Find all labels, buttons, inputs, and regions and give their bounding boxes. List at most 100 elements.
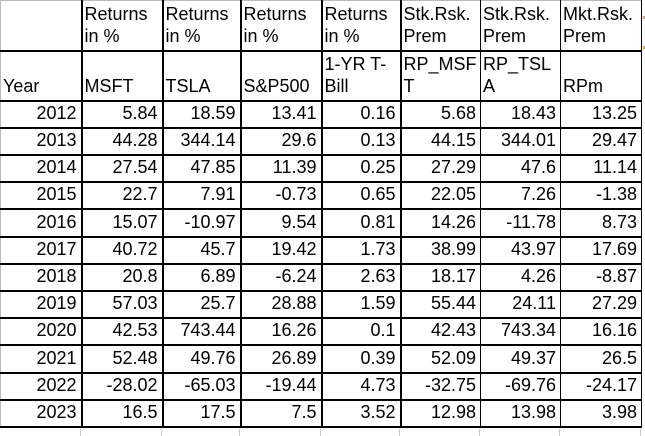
value-cell[interactable]: 344.14: [161, 126, 242, 156]
group-header-cell-6[interactable]: Stk.Rsk.Prem: [480, 0, 561, 52]
value-cell[interactable]: 0.81: [320, 208, 402, 238]
value-cell[interactable]: -11.78: [480, 208, 561, 238]
value-cell[interactable]: 17.69: [560, 235, 642, 265]
value-cell[interactable]: -65.03: [161, 371, 242, 401]
value-cell[interactable]: 17.5: [161, 398, 242, 429]
column-header-cell-3[interactable]: S&P500: [239, 49, 323, 102]
column-header-cell-6[interactable]: RP_TSLA: [480, 49, 561, 102]
value-cell[interactable]: -69.76: [480, 371, 561, 401]
value-cell[interactable]: 57.03: [80, 289, 164, 320]
year-cell[interactable]: 2019: [0, 289, 83, 320]
group-header-cell-3[interactable]: Returns in %: [239, 0, 323, 52]
value-cell[interactable]: 44.15: [400, 126, 481, 156]
value-cell[interactable]: 15.07: [80, 208, 164, 238]
year-cell[interactable]: 2015: [0, 181, 83, 211]
value-cell[interactable]: 27.29: [560, 289, 642, 320]
value-cell[interactable]: 13.98: [480, 398, 561, 429]
value-cell[interactable]: 27.54: [80, 153, 164, 184]
value-cell[interactable]: 52.09: [400, 344, 481, 374]
year-cell[interactable]: 2020: [0, 317, 83, 347]
group-header-cell-0[interactable]: [0, 0, 83, 52]
value-cell[interactable]: 0.16: [320, 99, 402, 129]
value-cell[interactable]: 743.44: [161, 317, 242, 347]
value-cell[interactable]: 12.98: [400, 398, 481, 429]
value-cell[interactable]: 0.13: [320, 126, 402, 156]
year-cell[interactable]: 2012: [0, 99, 83, 129]
column-header-cell-0[interactable]: Year: [0, 49, 83, 102]
column-header-cell-5[interactable]: RP_MSFT: [400, 49, 481, 102]
value-cell[interactable]: 20.8: [80, 262, 164, 292]
value-cell[interactable]: 29.6: [239, 126, 323, 156]
value-cell[interactable]: 3.52: [320, 398, 402, 429]
value-cell[interactable]: -0.73: [239, 181, 323, 211]
value-cell[interactable]: 49.37: [480, 344, 561, 374]
value-cell[interactable]: 11.39: [239, 153, 323, 184]
value-cell[interactable]: 16.16: [560, 317, 642, 347]
value-cell[interactable]: 47.6: [480, 153, 561, 184]
value-cell[interactable]: 38.99: [400, 235, 481, 265]
value-cell[interactable]: 2.63: [320, 262, 402, 292]
value-cell[interactable]: 55.44: [400, 289, 481, 320]
value-cell[interactable]: -1.38: [560, 181, 642, 211]
value-cell[interactable]: 7.26: [480, 181, 561, 211]
value-cell[interactable]: 13.25: [560, 99, 642, 129]
value-cell[interactable]: 29.47: [560, 126, 642, 156]
year-cell[interactable]: 2017: [0, 235, 83, 265]
value-cell[interactable]: 0.25: [320, 153, 402, 184]
value-cell[interactable]: 18.43: [480, 99, 561, 129]
value-cell[interactable]: 45.7: [161, 235, 242, 265]
column-header-cell-2[interactable]: TSLA: [161, 49, 242, 102]
value-cell[interactable]: 27.29: [400, 153, 481, 184]
value-cell[interactable]: 0.65: [320, 181, 402, 211]
value-cell[interactable]: -24.17: [560, 371, 642, 401]
column-header-cell-4[interactable]: 1-YR T-Bill: [320, 49, 402, 102]
value-cell[interactable]: -19.44: [239, 371, 323, 401]
value-cell[interactable]: 7.91: [161, 181, 242, 211]
year-cell[interactable]: 2021: [0, 344, 83, 374]
value-cell[interactable]: 3.98: [560, 398, 642, 429]
year-cell[interactable]: 2014: [0, 153, 83, 184]
value-cell[interactable]: 9.54: [239, 208, 323, 238]
value-cell[interactable]: 18.59: [161, 99, 242, 129]
value-cell[interactable]: 1.73: [320, 235, 402, 265]
value-cell[interactable]: 49.76: [161, 344, 242, 374]
group-header-cell-5[interactable]: Stk.Rsk.Prem: [400, 0, 481, 52]
value-cell[interactable]: 22.05: [400, 181, 481, 211]
value-cell[interactable]: -10.97: [161, 208, 242, 238]
year-cell[interactable]: 2022: [0, 371, 83, 401]
value-cell[interactable]: -8.87: [560, 262, 642, 292]
value-cell[interactable]: 52.48: [80, 344, 164, 374]
group-header-cell-7[interactable]: Mkt.Rsk.Prem: [560, 0, 642, 52]
value-cell[interactable]: 4.73: [320, 371, 402, 401]
value-cell[interactable]: 11.14: [560, 153, 642, 184]
value-cell[interactable]: 22.7: [80, 181, 164, 211]
value-cell[interactable]: 5.84: [80, 99, 164, 129]
value-cell[interactable]: 4.26: [480, 262, 561, 292]
value-cell[interactable]: 8.73: [560, 208, 642, 238]
value-cell[interactable]: -6.24: [239, 262, 323, 292]
column-header-cell-7[interactable]: RPm: [560, 49, 642, 102]
value-cell[interactable]: 1.59: [320, 289, 402, 320]
value-cell[interactable]: 28.88: [239, 289, 323, 320]
value-cell[interactable]: 18.17: [400, 262, 481, 292]
value-cell[interactable]: 0.1: [320, 317, 402, 347]
value-cell[interactable]: 47.85: [161, 153, 242, 184]
year-cell[interactable]: 2023: [0, 398, 83, 429]
year-cell[interactable]: 2018: [0, 262, 83, 292]
value-cell[interactable]: 24.11: [480, 289, 561, 320]
value-cell[interactable]: 16.26: [239, 317, 323, 347]
value-cell[interactable]: -28.02: [80, 371, 164, 401]
value-cell[interactable]: 14.26: [400, 208, 481, 238]
group-header-cell-1[interactable]: Returns in %: [80, 0, 164, 52]
column-header-cell-1[interactable]: MSFT: [80, 49, 164, 102]
value-cell[interactable]: 5.68: [400, 99, 481, 129]
year-cell[interactable]: 2013: [0, 126, 83, 156]
group-header-cell-2[interactable]: Returns in %: [161, 0, 242, 52]
value-cell[interactable]: 6.89: [161, 262, 242, 292]
year-cell[interactable]: 2016: [0, 208, 83, 238]
value-cell[interactable]: 44.28: [80, 126, 164, 156]
value-cell[interactable]: 42.53: [80, 317, 164, 347]
value-cell[interactable]: 0.39: [320, 344, 402, 374]
value-cell[interactable]: 7.5: [239, 398, 323, 429]
value-cell[interactable]: 40.72: [80, 235, 164, 265]
